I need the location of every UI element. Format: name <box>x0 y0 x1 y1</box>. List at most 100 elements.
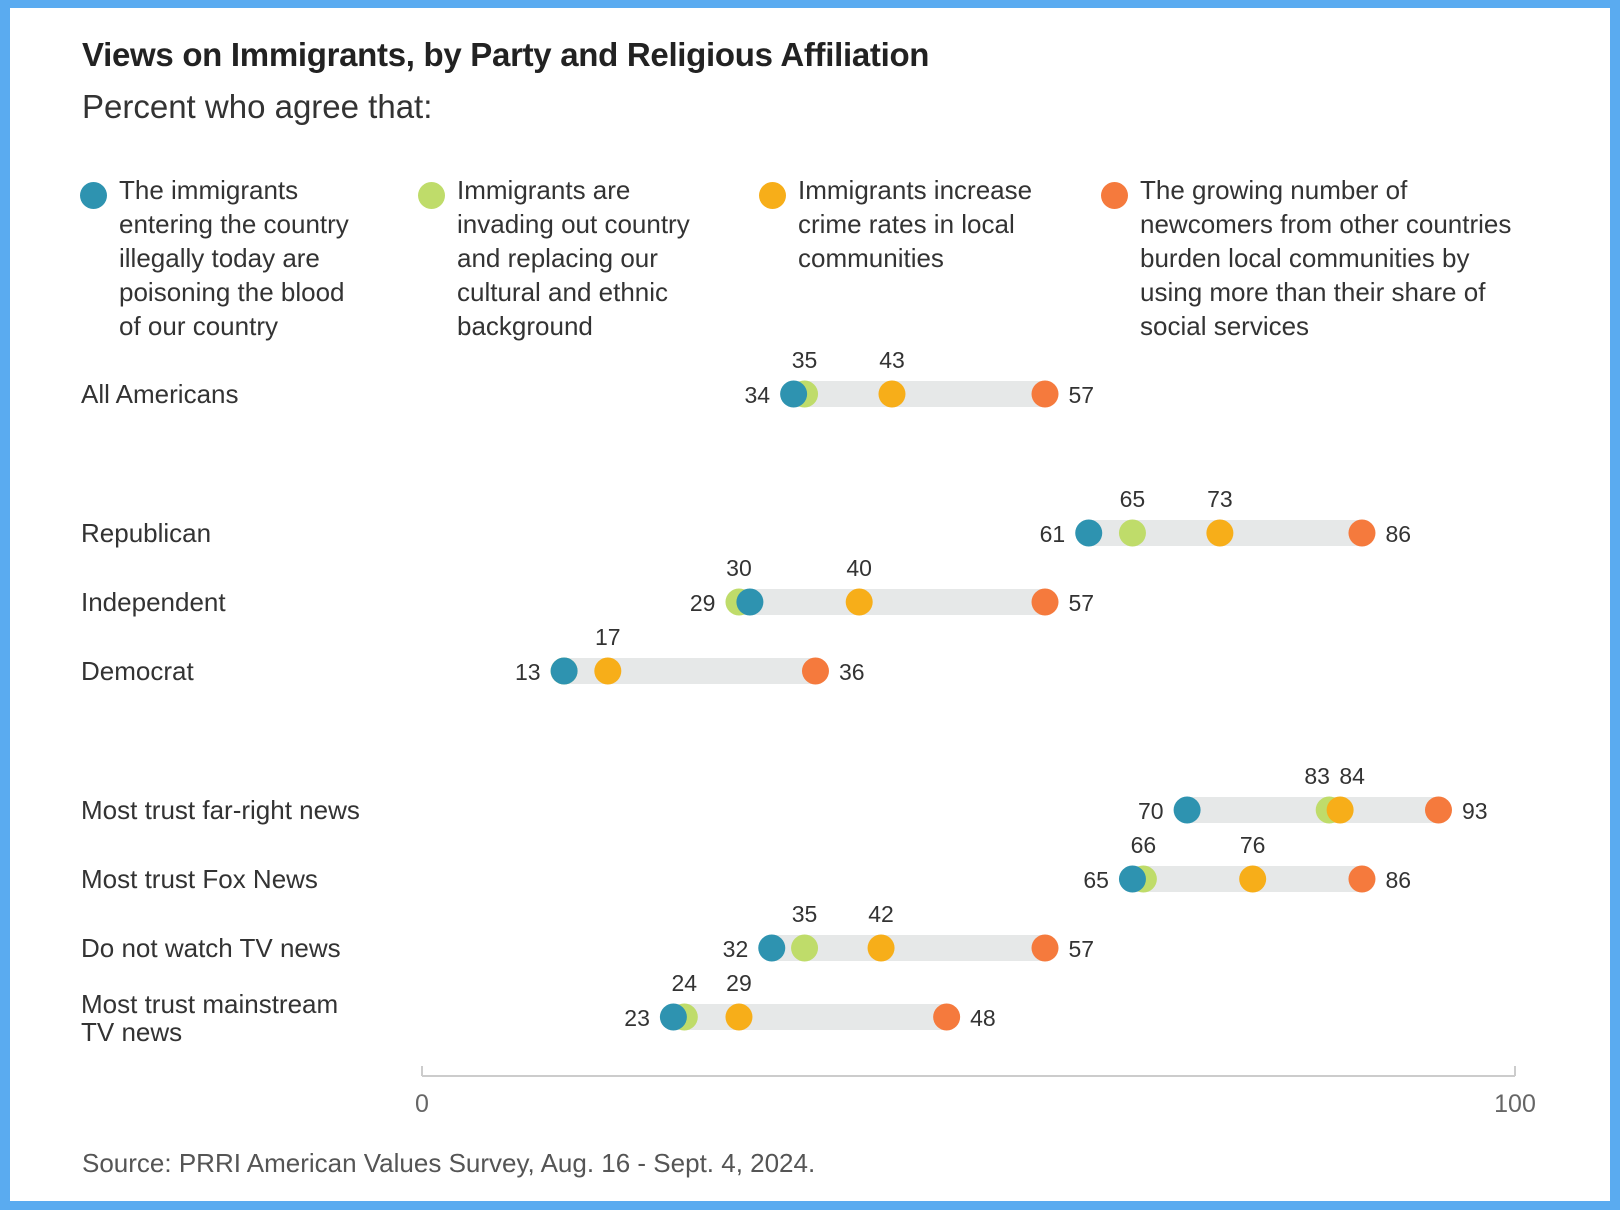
dot-burden <box>1031 934 1059 962</box>
legend-item-burden: The growing number of newcomers from oth… <box>1101 173 1511 343</box>
legend-line: and replacing our <box>457 243 658 273</box>
row-label: Democrat <box>81 656 194 686</box>
legend-line: crime rates in local <box>798 209 1015 239</box>
legend-line: The immigrants <box>119 175 299 205</box>
dot-poison <box>550 657 578 685</box>
legend-line: poisoning the blood <box>119 277 345 307</box>
legend-line: background <box>457 311 593 341</box>
dot-invade <box>791 934 819 962</box>
row-label: TV news <box>81 1017 182 1047</box>
row-label: Republican <box>81 518 211 548</box>
legend-line: using more than their share of <box>1140 277 1486 307</box>
x-tick-label: 100 <box>1494 1090 1536 1118</box>
legend-line: The growing number of <box>1140 175 1408 205</box>
legend-label-poison: The immigrants entering the country ille… <box>119 173 349 343</box>
legend-item-invade: Immigrants are invading out country and … <box>418 173 690 343</box>
dot-poison <box>758 934 786 962</box>
value-label-right: 57 <box>1069 382 1095 408</box>
row-label: Independent <box>81 587 226 617</box>
dot-crime <box>1239 865 1267 893</box>
chart-subtitle: Percent who agree that: <box>82 88 433 125</box>
chart-title: Views on Immigrants, by Party and Religi… <box>82 36 930 73</box>
legend-line: invading out country <box>457 209 690 239</box>
value-label-left: 61 <box>1040 521 1066 547</box>
value-label-above: 43 <box>879 347 905 373</box>
chart-card: Views on Immigrants, by Party and Religi… <box>10 8 1610 1201</box>
value-label-above: 35 <box>792 347 818 373</box>
value-label-right: 93 <box>1462 798 1488 824</box>
dot-burden <box>801 657 829 685</box>
dot-range-chart: All Americans 34 57 35 43 Republican 61 86 65 73 I… <box>81 347 1536 1118</box>
legend-line: of our country <box>119 311 278 341</box>
value-label-above: 84 <box>1339 763 1365 789</box>
legend-line: social services <box>1140 311 1310 341</box>
value-label-left: 70 <box>1138 798 1164 824</box>
value-label-above: 24 <box>672 970 698 996</box>
legend-item-poison: The immigrants entering the country ille… <box>80 173 349 343</box>
value-label-left: 34 <box>745 382 771 408</box>
dot-poison <box>1118 865 1146 893</box>
value-label-above: 29 <box>726 970 752 996</box>
value-label-left: 29 <box>690 590 716 616</box>
legend-line: illegally today are <box>119 243 320 273</box>
legend-line: entering the country <box>119 209 349 239</box>
row-label: Most trust mainstream <box>81 989 338 1019</box>
legend-line: Immigrants increase <box>798 175 1033 205</box>
legend-line: Immigrants are <box>457 175 631 205</box>
value-label-above: 76 <box>1240 832 1266 858</box>
legend-label-burden: The growing number of newcomers from oth… <box>1140 173 1511 343</box>
value-label-right: 48 <box>970 1005 996 1031</box>
value-label-above: 35 <box>792 901 818 927</box>
legend-line: newcomers from other countries <box>1140 209 1512 239</box>
value-label-right: 57 <box>1069 590 1095 616</box>
dot-crime <box>725 1003 753 1031</box>
legend-dot-crime <box>759 182 786 209</box>
value-label-right: 86 <box>1385 521 1411 547</box>
dot-burden <box>1348 865 1376 893</box>
value-label-right: 57 <box>1069 936 1095 962</box>
dot-burden <box>933 1003 961 1031</box>
dot-poison <box>780 380 808 408</box>
value-label-right: 36 <box>839 659 865 685</box>
range-bar <box>673 1004 947 1030</box>
source-note: Source: PRRI American Values Survey, Aug… <box>82 1148 816 1178</box>
value-label-above: 66 <box>1131 832 1157 858</box>
value-label-left: 65 <box>1083 867 1109 893</box>
value-label-left: 23 <box>624 1005 650 1031</box>
row-label: Most trust Fox News <box>81 864 318 894</box>
dot-invade <box>1118 519 1146 547</box>
legend-line: burden local communities by <box>1140 243 1470 273</box>
dot-poison <box>1173 796 1201 824</box>
legend-dot-poison <box>80 182 107 209</box>
dot-poison <box>736 588 764 616</box>
value-label-right: 86 <box>1385 867 1411 893</box>
dot-crime <box>878 380 906 408</box>
dot-crime <box>1206 519 1234 547</box>
dot-poison <box>1075 519 1103 547</box>
value-label-above: 30 <box>726 555 752 581</box>
value-label-above: 83 <box>1304 763 1330 789</box>
legend-line: communities <box>798 243 944 273</box>
dot-burden <box>1031 380 1059 408</box>
legend-line: cultural and ethnic <box>457 277 669 307</box>
range-bar <box>738 589 1046 615</box>
dot-poison <box>659 1003 687 1031</box>
range-bar <box>1187 797 1439 823</box>
row-label: All Americans <box>81 379 239 409</box>
legend-label-crime: Immigrants increase crime rates in local… <box>798 173 1032 275</box>
value-label-above: 65 <box>1120 486 1146 512</box>
value-label-above: 73 <box>1207 486 1233 512</box>
value-label-above: 17 <box>595 624 621 650</box>
legend-label-invade: Immigrants are invading out country and … <box>457 173 690 343</box>
dot-crime <box>845 588 873 616</box>
range-bar <box>793 381 1046 407</box>
x-tick-label: 0 <box>415 1090 429 1118</box>
value-label-above: 40 <box>846 555 872 581</box>
row-label: Do not watch TV news <box>81 933 341 963</box>
value-label-left: 13 <box>515 659 541 685</box>
dot-burden <box>1424 796 1452 824</box>
dot-burden <box>1031 588 1059 616</box>
row-label: Most trust far-right news <box>81 795 360 825</box>
legend-dot-burden <box>1101 182 1128 209</box>
dot-crime <box>1326 796 1354 824</box>
